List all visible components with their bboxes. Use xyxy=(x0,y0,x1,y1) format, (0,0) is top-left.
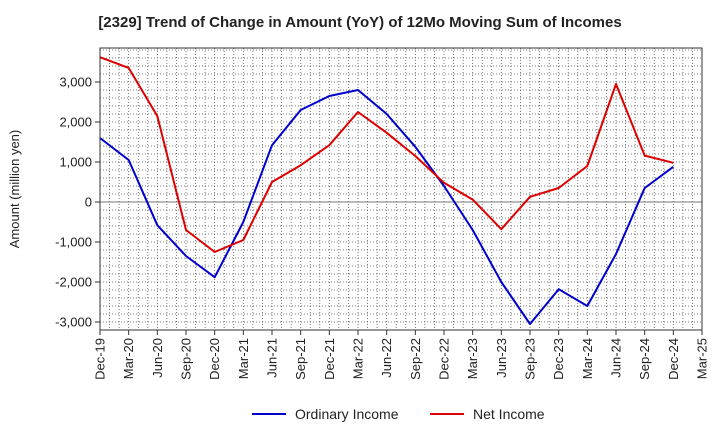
x-tick-label: Mar-21 xyxy=(236,338,251,379)
legend: Ordinary Income Net Income xyxy=(252,406,545,422)
series-line xyxy=(99,56,674,253)
x-tick-label: Mar-23 xyxy=(465,338,480,379)
x-tick-label: Dec-24 xyxy=(666,338,681,380)
y-tick-label: 0 xyxy=(85,195,92,210)
y-tick-label: -3,000 xyxy=(55,315,92,330)
series-lines xyxy=(99,56,674,325)
x-tick-label: Mar-24 xyxy=(580,338,595,379)
plot-background xyxy=(100,48,702,330)
x-tick-label: Dec-22 xyxy=(437,338,452,380)
y-tick-label: 1,000 xyxy=(59,155,92,170)
x-tick-label: Jun-24 xyxy=(609,338,624,378)
x-tick-label: Dec-19 xyxy=(93,338,108,380)
x-tick-label: Jun-23 xyxy=(494,338,509,378)
x-tick-label: Jun-21 xyxy=(265,338,280,378)
x-tick-label: Sep-20 xyxy=(179,338,194,380)
y-tick-label: -2,000 xyxy=(55,275,92,290)
x-tick-label: Dec-20 xyxy=(207,338,222,380)
x-tick-label: Mar-20 xyxy=(121,338,136,379)
x-tick-label: Sep-23 xyxy=(523,338,538,380)
axes: 3,000 2,000 1,000 0 -1,000 -2,000 -3,000Dec-19… xyxy=(7,47,710,380)
x-tick-label: Sep-22 xyxy=(408,338,423,380)
plot-frame xyxy=(99,47,703,331)
x-tick-label: Jun-20 xyxy=(150,338,165,378)
x-tick-label: Jun-22 xyxy=(379,338,394,378)
series-line xyxy=(99,89,674,325)
y-tick-label: -1,000 xyxy=(55,235,92,250)
x-tick-label: Sep-21 xyxy=(293,338,308,380)
x-tick-label: Mar-25 xyxy=(695,338,710,379)
x-tick-label: Sep-24 xyxy=(637,338,652,380)
legend-label: Ordinary Income xyxy=(295,406,399,422)
x-tick-label: Dec-21 xyxy=(322,338,337,380)
y-axis-label: Amount (million yen) xyxy=(7,130,22,249)
y-tick-label: 2,000 xyxy=(59,115,92,130)
y-tick-label: 3,000 xyxy=(59,75,92,90)
x-tick-label: Mar-22 xyxy=(351,338,366,379)
chart-title: [2329] Trend of Change in Amount (YoY) o… xyxy=(98,14,622,31)
x-tick-label: Dec-23 xyxy=(551,338,566,380)
legend-label: Net Income xyxy=(473,406,545,422)
plot-area xyxy=(100,48,702,330)
